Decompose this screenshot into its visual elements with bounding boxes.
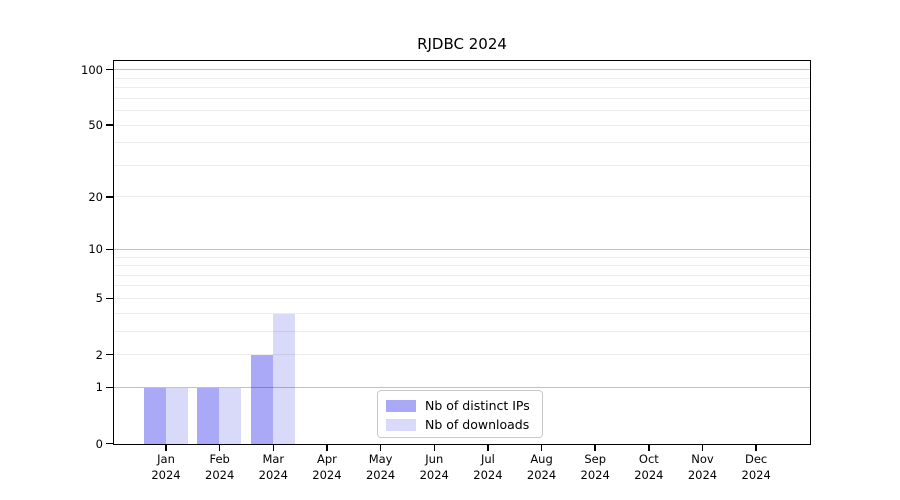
x-tick-label-dec: Dec 2024 xyxy=(741,452,771,482)
gridline-minor-5 xyxy=(114,297,810,299)
plot-area xyxy=(113,60,811,445)
chart-title: RJDBC 2024 xyxy=(417,35,507,53)
gridline-minor-4 xyxy=(114,312,810,314)
gridline-major-1 xyxy=(114,386,810,388)
y-tick-label-100: 100 xyxy=(81,62,103,77)
x-tick-sep xyxy=(594,444,596,451)
x-tick-label-mar: Mar 2024 xyxy=(258,452,288,482)
x-tick-label-sep: Sep 2024 xyxy=(580,452,610,482)
y-tick-2 xyxy=(106,353,113,356)
x-tick-label-jan: Jan 2024 xyxy=(151,452,181,482)
gridline-minor-70 xyxy=(114,97,810,99)
gridline-minor-8 xyxy=(114,265,810,267)
x-tick-mar xyxy=(272,444,275,451)
bars-layer xyxy=(114,61,810,444)
x-tick-apr xyxy=(326,444,328,451)
legend-swatch-distinct-ips xyxy=(386,399,416,412)
x-tick-label-nov: Nov 2024 xyxy=(687,452,718,482)
gridline-minor-40 xyxy=(114,142,810,144)
x-tick-feb xyxy=(218,444,221,451)
x-tick-label-oct: Oct 2024 xyxy=(634,452,664,482)
y-tick-50 xyxy=(106,124,113,126)
x-tick-jan xyxy=(165,444,167,451)
x-tick-jul xyxy=(487,444,489,451)
bar-downloads-mar xyxy=(272,314,295,444)
gridline-minor-80 xyxy=(114,87,810,89)
bar-downloads-feb xyxy=(219,388,242,444)
x-tick-label-may: May 2024 xyxy=(365,452,396,482)
x-tick-jun xyxy=(433,444,435,451)
y-tick-label-1: 1 xyxy=(95,380,103,395)
x-tick-may xyxy=(379,444,382,451)
gridline-major-100 xyxy=(114,69,810,71)
bar-downloads-jan xyxy=(165,388,188,444)
y-tick-5 xyxy=(106,297,113,300)
gridline-minor-7 xyxy=(114,274,810,276)
gridline-minor-3 xyxy=(114,330,810,332)
gridline-minor-60 xyxy=(114,110,810,112)
gridline-major-10 xyxy=(114,248,810,250)
y-tick-label-20: 20 xyxy=(88,189,103,204)
legend-swatch-downloads xyxy=(386,418,416,431)
y-tick-10 xyxy=(106,248,113,251)
gridline-minor-6 xyxy=(114,285,810,287)
x-tick-oct xyxy=(648,444,650,451)
legend-item-distinct-ips: Nb of distinct IPs xyxy=(386,396,534,415)
legend-label-distinct-ips: Nb of distinct IPs xyxy=(425,398,530,413)
y-tick-label-5: 5 xyxy=(95,291,103,306)
y-tick-1 xyxy=(106,386,113,389)
x-tick-label-feb: Feb 2024 xyxy=(205,452,235,482)
y-tick-100 xyxy=(106,68,113,71)
y-tick-label-0: 0 xyxy=(95,436,103,451)
x-tick-aug xyxy=(540,444,543,451)
gridline-minor-90 xyxy=(114,77,810,79)
grid-layer xyxy=(114,61,810,444)
legend-label-downloads: Nb of downloads xyxy=(425,417,530,432)
x-tick-label-apr: Apr 2024 xyxy=(312,452,342,482)
gridline-minor-30 xyxy=(114,164,810,166)
gridline-minor-9 xyxy=(114,256,810,258)
y-tick-0 xyxy=(106,442,113,445)
gridline-minor-2 xyxy=(114,354,810,356)
x-tick-label-aug: Aug 2024 xyxy=(526,452,557,482)
x-tick-label-jun: Jun 2024 xyxy=(419,452,449,482)
x-tick-dec xyxy=(755,444,757,451)
legend-item-downloads: Nb of downloads xyxy=(386,415,534,434)
bar-distinct-ips-mar xyxy=(250,355,273,444)
gridline-minor-20 xyxy=(114,196,810,198)
x-tick-label-jul: Jul 2024 xyxy=(473,452,503,482)
bar-distinct-ips-jan xyxy=(143,388,166,444)
y-tick-label-10: 10 xyxy=(88,242,103,257)
y-tick-label-50: 50 xyxy=(88,118,103,133)
gridline-minor-50 xyxy=(114,124,810,126)
x-tick-nov xyxy=(701,444,704,451)
legend: Nb of distinct IPs Nb of downloads xyxy=(377,390,543,438)
y-tick-20 xyxy=(106,196,113,198)
y-tick-label-2: 2 xyxy=(95,347,103,362)
bar-distinct-ips-feb xyxy=(197,388,220,444)
